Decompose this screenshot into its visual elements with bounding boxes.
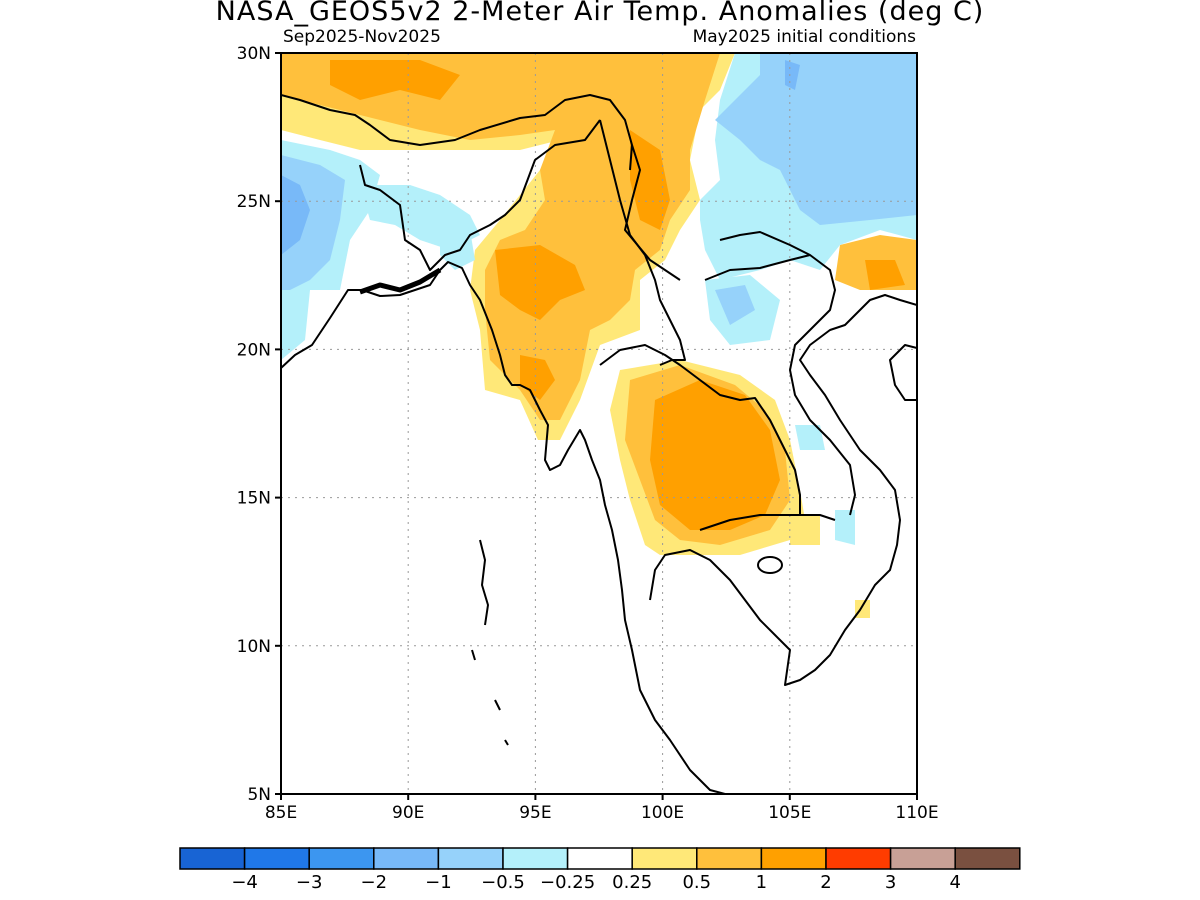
colorbar-label: 1 [756, 872, 767, 893]
colorbar-swatch [566, 847, 633, 870]
colorbar-swatch [889, 847, 956, 870]
colorbar-label: −0.25 [540, 872, 595, 893]
lat-lon-grid [281, 53, 917, 794]
lat-tick-label: 20N [237, 340, 271, 360]
border-myanmar-china [599, 119, 686, 366]
colorbar-label: 0.5 [682, 872, 711, 893]
border-china-vietnam [719, 231, 811, 256]
lon-tick-label: 90E [392, 803, 424, 823]
colorbar-swatch [502, 847, 569, 870]
border-laos-vietnam [704, 254, 856, 516]
lat-tick-label: 5N [247, 785, 271, 805]
coastlines-and-borders [281, 94, 917, 794]
colorbar-label: −0.5 [481, 872, 525, 893]
lon-tick-label: 95E [519, 803, 551, 823]
warm-region-guangxi-core [865, 260, 905, 290]
lat-tick-label: 15N [237, 489, 271, 509]
cool-region-bangladesh-2 [440, 225, 475, 270]
warm-region-sichuan [630, 130, 670, 230]
map-axes: 5N 10N 15N 20N 25N 30N 85E 90E 95E 100E 105E 110E [237, 44, 939, 823]
colorbar-swatch [308, 847, 375, 870]
warm-region-tibet-mid [281, 53, 720, 420]
cool-region-vietnam-2 [835, 510, 855, 545]
colorbar-label: 3 [885, 872, 896, 893]
lake-tonle-sap [757, 556, 783, 574]
colorbar-label: −3 [296, 872, 323, 893]
island-hainan [889, 344, 917, 401]
init-conditions-subtitle: May2025 initial conditions [692, 27, 916, 47]
warm-region-cambodia [790, 515, 820, 545]
colorbar-swatch [760, 847, 827, 870]
colorbar-label: −2 [361, 872, 388, 893]
lat-tick-label: 10N [237, 637, 271, 657]
season-subtitle: Sep2025-Nov2025 [283, 27, 441, 47]
cool-region-southchina-mid [715, 53, 917, 225]
colorbar-label: 0.25 [612, 872, 652, 893]
colorbar-swatch [825, 847, 892, 870]
colorbar-swatch [243, 847, 310, 870]
border-thailand-laos [599, 344, 801, 515]
warm-region-myanmar-core [495, 245, 585, 320]
warm-region-vietnam-south [855, 600, 870, 618]
lat-tick-label: 30N [237, 44, 271, 64]
colorbar-swatch [631, 847, 698, 870]
warm-region-thailand-core [650, 380, 780, 530]
lat-tick-label: 25N [237, 192, 271, 212]
colorbar: −4 −3 −2 −1 −0.5 −0.25 0.25 0.5 1 2 3 4 [179, 847, 1021, 893]
colorbar-swatch [179, 847, 246, 870]
cool-region-southchina-core [785, 60, 800, 90]
colorbar-label: −1 [425, 872, 452, 893]
colorbar-swatch [437, 847, 504, 870]
cool-region-vietnam [795, 425, 825, 450]
islands-nicobar [494, 699, 509, 746]
border-bangladesh-myanmar [359, 119, 601, 271]
plot-frame [280, 52, 918, 795]
colorbar-label: 2 [820, 872, 831, 893]
lon-tick-label: 110E [895, 803, 938, 823]
colorbar-swatch [954, 847, 1021, 870]
border-himalaya [281, 94, 633, 171]
coastline-india-bengal [281, 261, 726, 794]
islands-andaman [471, 539, 489, 661]
cool-region-laos-core [715, 285, 755, 325]
cool-region-india-core [281, 175, 310, 255]
border-cambodia [699, 514, 836, 531]
colorbar-swatch [696, 847, 763, 870]
map-title: NASA_GEOS5v2 2-Meter Air Temp. Anomalies… [215, 0, 985, 27]
border-china-inland [624, 144, 681, 281]
colorbar-label: −4 [231, 872, 258, 893]
lon-tick-label: 100E [641, 803, 684, 823]
anomaly-shading [281, 53, 917, 618]
warm-region-tibet-core [330, 60, 460, 100]
colorbar-swatch [373, 847, 440, 870]
coastline-sundarbans [359, 267, 442, 295]
colorbar-label: 4 [949, 872, 960, 893]
lon-tick-label: 85E [265, 803, 297, 823]
coastline-gulf-thailand-vietnam [649, 294, 917, 686]
lon-tick-label: 105E [768, 803, 811, 823]
